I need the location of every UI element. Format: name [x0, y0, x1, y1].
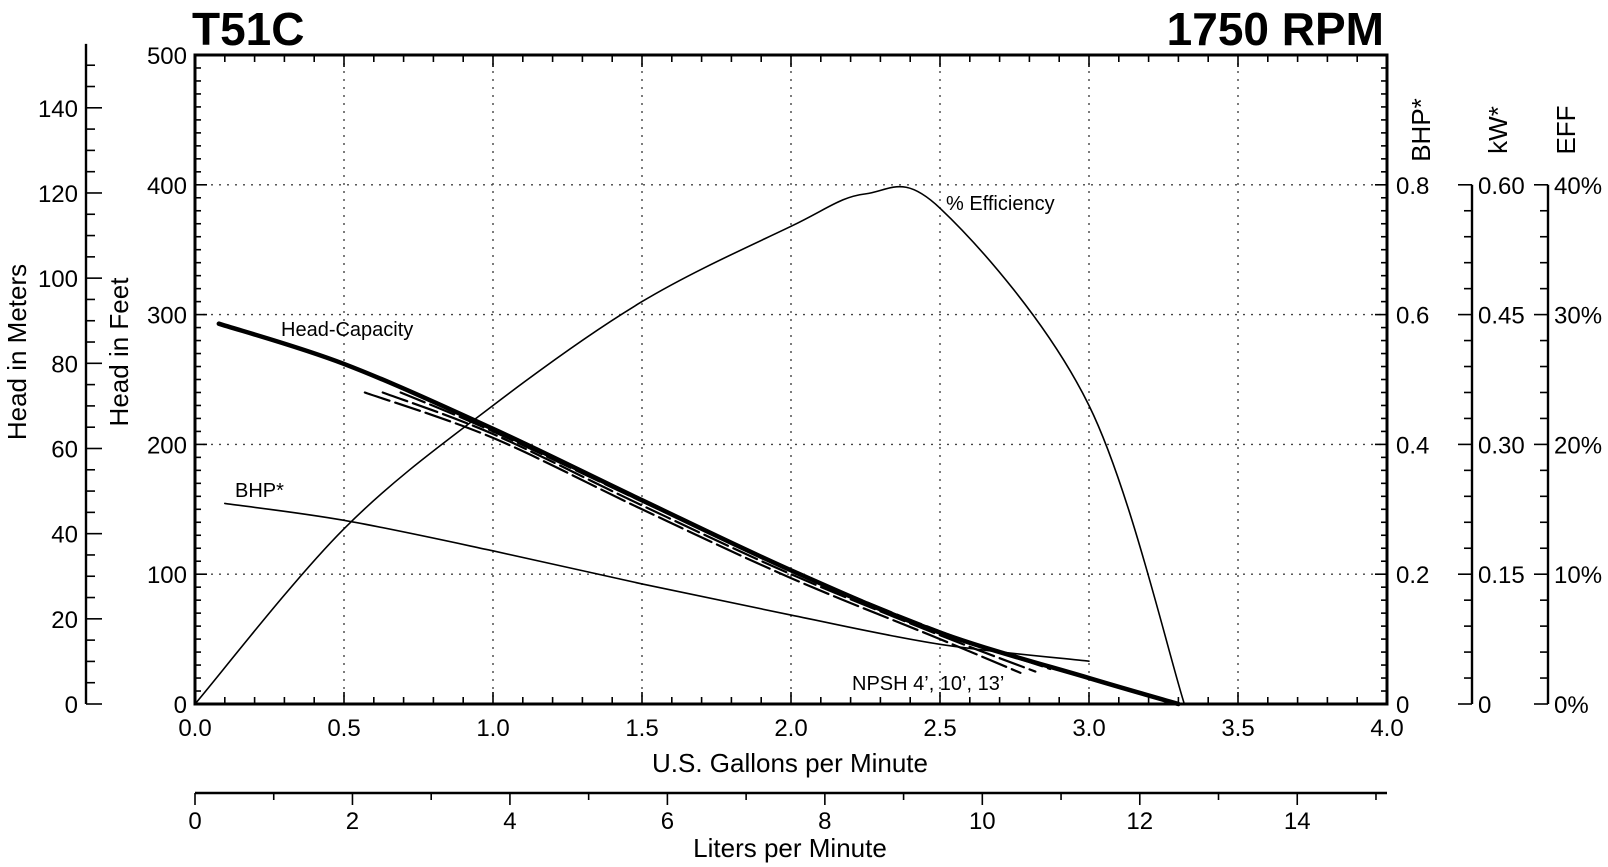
- bhp-tick-label: 0.6: [1396, 303, 1429, 330]
- meters-tick-label: 140: [38, 96, 78, 123]
- kw-tick-label: 0.30: [1478, 432, 1525, 459]
- eff-tick-label: 0%: [1554, 692, 1589, 719]
- x-tick-label: 0.0: [178, 715, 211, 742]
- x-tick-label: 1.5: [625, 715, 658, 742]
- head-capacity-label: Head-Capacity: [281, 319, 413, 341]
- eff-axis-label: EFF: [1551, 105, 1581, 154]
- meters-tick-label: 60: [51, 436, 78, 463]
- chart-title: T51C: [192, 3, 304, 55]
- eff-tick-label: 30%: [1554, 303, 1602, 330]
- liters-tick-label: 6: [661, 808, 674, 835]
- curves: [194, 185, 1186, 707]
- labels: T51C 1750 RPM U.S. Gallons per Minute Li…: [2, 3, 1581, 863]
- npsh-4-curve: [363, 391, 1022, 674]
- eff-tick-label: 20%: [1554, 432, 1602, 459]
- liters-tick-label: 12: [1126, 808, 1153, 835]
- npsh-13-curve: [399, 391, 1052, 671]
- meters-tick-label: 0: [65, 692, 78, 719]
- y-tick-label: 100: [147, 562, 187, 589]
- liters-tick-label: 2: [346, 808, 359, 835]
- meters-tick-label: 120: [38, 181, 78, 208]
- meters-axis-label: Head in Meters: [2, 264, 32, 440]
- npsh-10-curve: [381, 391, 1037, 673]
- x-tick-label: 3.0: [1072, 715, 1105, 742]
- bhp-tick-label: 0.2: [1396, 562, 1429, 589]
- npsh-label: NPSH 4’, 10’, 13’: [852, 673, 1004, 695]
- meters-tick-label: 40: [51, 522, 78, 549]
- x-tick-label: 4.0: [1370, 715, 1403, 742]
- y-tick-label: 200: [147, 432, 187, 459]
- kw-tick-label: 0.45: [1478, 303, 1525, 330]
- y-tick-label: 300: [147, 303, 187, 330]
- axes: 0.0 0.5 1.0 1.5 2.0 2.5 3.0 3.5 4.00100200300400…: [38, 43, 1602, 835]
- y-tick-label: 400: [147, 173, 187, 200]
- kw-tick-label: 0.15: [1478, 562, 1525, 589]
- eff-tick-label: 40%: [1554, 173, 1602, 200]
- x-tick-label: 0.5: [327, 715, 360, 742]
- meters-tick-label: 100: [38, 266, 78, 293]
- meters-tick-label: 80: [51, 351, 78, 378]
- liters-tick-label: 0: [188, 808, 201, 835]
- feet-axis-label: Head in Feet: [104, 277, 134, 427]
- kw-tick-label: 0: [1478, 692, 1491, 719]
- x-tick-label: 2.0: [774, 715, 807, 742]
- liters-axis-label: Liters per Minute: [693, 833, 887, 863]
- x-tick-label: 2.5: [923, 715, 956, 742]
- kw-axis-label: kW*: [1483, 106, 1513, 154]
- bhp-tick-label: 0: [1396, 692, 1409, 719]
- eff-tick-label: 10%: [1554, 562, 1602, 589]
- bhp-axis-label: BHP*: [1406, 98, 1436, 162]
- liters-tick-label: 8: [818, 808, 831, 835]
- liters-tick-label: 14: [1284, 808, 1311, 835]
- efficiency-label: % Efficiency: [946, 193, 1055, 215]
- bhp-tick-label: 0.8: [1396, 173, 1429, 200]
- x-tick-label: 3.5: [1221, 715, 1254, 742]
- bhp-curve-label: BHP*: [235, 480, 284, 502]
- meters-tick-label: 20: [51, 607, 78, 634]
- liters-tick-label: 4: [503, 808, 516, 835]
- y-tick-label: 0: [174, 692, 187, 719]
- bhp-curve: [224, 502, 1090, 662]
- x-tick-label: 1.0: [476, 715, 509, 742]
- kw-tick-label: 0.60: [1478, 173, 1525, 200]
- chart-subtitle: 1750 RPM: [1167, 3, 1384, 55]
- bhp-tick-label: 0.4: [1396, 432, 1429, 459]
- efficiency-curve: [194, 185, 1186, 705]
- y-tick-label: 500: [147, 43, 187, 70]
- head-capacity-curve: [216, 321, 1181, 707]
- grid-lines: [195, 55, 1387, 704]
- liters-tick-label: 10: [969, 808, 996, 835]
- x-axis-label: U.S. Gallons per Minute: [652, 748, 928, 778]
